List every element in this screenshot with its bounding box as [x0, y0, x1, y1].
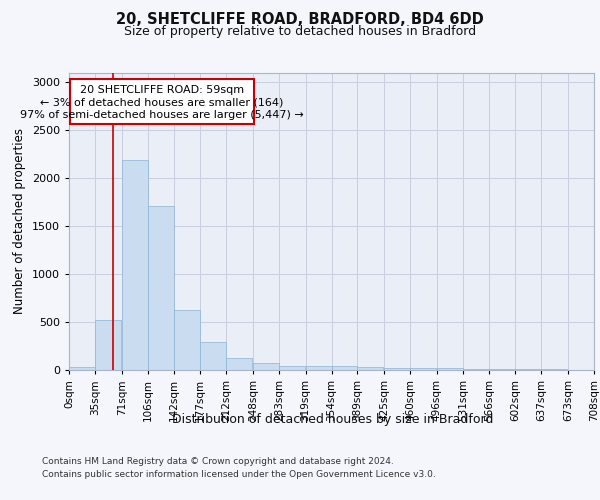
Bar [95, 320, 121, 370]
Text: Contains public sector information licensed under the Open Government Licence v3: Contains public sector information licen… [42, 470, 436, 479]
Y-axis label: Number of detached properties: Number of detached properties [13, 128, 26, 314]
Bar [410, 368, 436, 370]
Bar [122, 160, 148, 370]
Bar [174, 310, 200, 370]
Bar [463, 368, 489, 370]
Bar [305, 366, 331, 370]
Bar [226, 358, 252, 370]
Text: Size of property relative to detached houses in Bradford: Size of property relative to detached ho… [124, 25, 476, 38]
Text: 20 SHETCLIFFE ROAD: 59sqm: 20 SHETCLIFFE ROAD: 59sqm [80, 84, 244, 94]
Bar [279, 366, 305, 370]
Text: Distribution of detached houses by size in Bradford: Distribution of detached houses by size … [172, 412, 494, 426]
Bar [253, 363, 279, 370]
Bar [148, 206, 173, 370]
Bar [515, 369, 541, 370]
Bar [384, 368, 410, 370]
FancyBboxPatch shape [70, 78, 254, 124]
Text: ← 3% of detached houses are smaller (164): ← 3% of detached houses are smaller (164… [40, 97, 284, 107]
Bar [200, 342, 226, 370]
Bar [489, 369, 515, 370]
Bar [69, 366, 95, 370]
Text: 20, SHETCLIFFE ROAD, BRADFORD, BD4 6DD: 20, SHETCLIFFE ROAD, BRADFORD, BD4 6DD [116, 12, 484, 28]
Text: Contains HM Land Registry data © Crown copyright and database right 2024.: Contains HM Land Registry data © Crown c… [42, 458, 394, 466]
Bar [437, 368, 463, 370]
Bar [541, 369, 568, 370]
Text: 97% of semi-detached houses are larger (5,447) →: 97% of semi-detached houses are larger (… [20, 110, 304, 120]
Bar [358, 367, 383, 370]
Bar [331, 366, 358, 370]
